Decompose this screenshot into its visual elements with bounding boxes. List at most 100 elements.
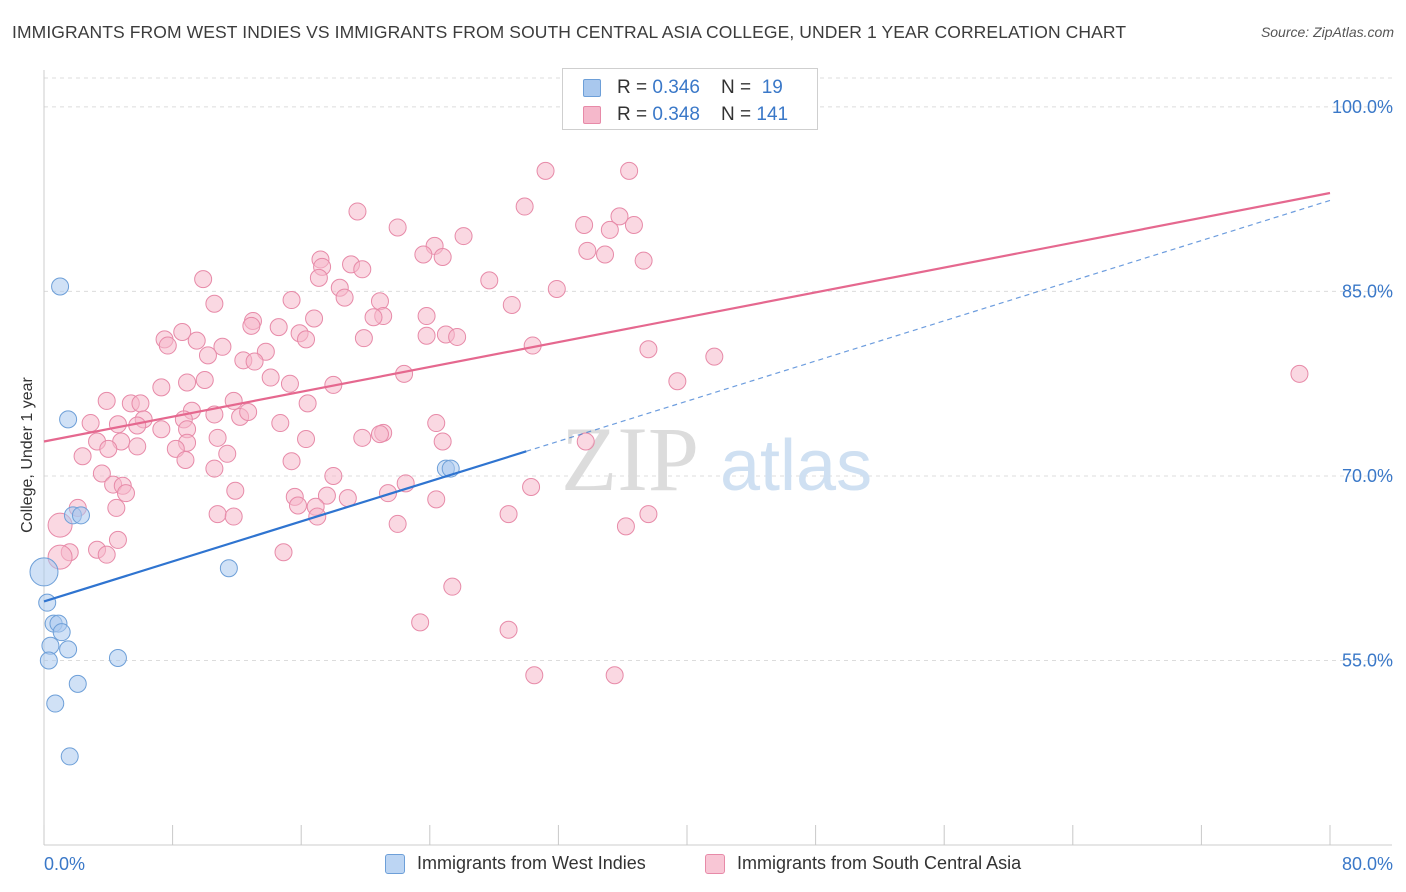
point-south-central-asia bbox=[305, 309, 324, 328]
point-west-indies bbox=[39, 651, 58, 670]
trend-line-south-central-asia bbox=[43, 191, 1331, 443]
point-south-central-asia bbox=[600, 220, 619, 239]
point-south-central-asia bbox=[1290, 364, 1309, 383]
y-tick-label: 85.0% bbox=[1342, 281, 1393, 301]
point-south-central-asia bbox=[242, 316, 261, 335]
point-south-central-asia bbox=[522, 478, 541, 497]
point-south-central-asia bbox=[388, 514, 407, 533]
point-south-central-asia bbox=[705, 347, 724, 366]
point-south-central-asia bbox=[576, 432, 595, 451]
point-south-central-asia bbox=[480, 271, 499, 290]
series-legend: Immigrants from West Indies Immigrants f… bbox=[0, 852, 1406, 878]
point-west-indies bbox=[52, 623, 71, 642]
point-south-central-asia bbox=[575, 216, 594, 234]
point-west-indies bbox=[51, 277, 70, 296]
n-label: N = bbox=[721, 104, 757, 125]
point-west-indies bbox=[59, 640, 78, 659]
point-west-indies bbox=[219, 559, 238, 578]
point-south-central-asia bbox=[297, 430, 316, 449]
watermark-zip: ZIP bbox=[561, 408, 699, 510]
x-tick-label: 80.0% bbox=[1342, 854, 1393, 874]
point-south-central-asia bbox=[668, 372, 687, 391]
point-south-central-asia bbox=[317, 486, 336, 505]
point-west-indies bbox=[46, 694, 65, 713]
point-south-central-asia bbox=[515, 197, 534, 216]
pink-swatch bbox=[583, 106, 601, 124]
point-south-central-asia bbox=[152, 378, 171, 397]
point-south-central-asia bbox=[634, 251, 653, 270]
r-label: R = bbox=[617, 77, 653, 98]
point-south-central-asia bbox=[596, 245, 615, 264]
point-south-central-asia bbox=[298, 394, 317, 413]
point-south-central-asia bbox=[427, 490, 446, 509]
y-axis-label: College, Under 1 year bbox=[19, 377, 36, 533]
legend-label: Immigrants from South Central Asia bbox=[737, 853, 1022, 873]
point-south-central-asia bbox=[324, 466, 343, 485]
point-south-central-asia bbox=[448, 327, 467, 346]
point-south-central-asia bbox=[128, 437, 147, 456]
point-south-central-asia bbox=[73, 447, 92, 466]
point-south-central-asia bbox=[610, 207, 629, 226]
point-south-central-asia bbox=[388, 218, 407, 237]
point-south-central-asia bbox=[499, 620, 518, 639]
point-south-central-asia bbox=[417, 326, 436, 345]
point-south-central-asia bbox=[274, 543, 293, 562]
r-value: 0.348 bbox=[652, 104, 700, 125]
legend-label: Immigrants from West Indies bbox=[417, 853, 646, 873]
point-south-central-asia bbox=[99, 439, 118, 458]
point-south-central-asia bbox=[639, 340, 658, 359]
point-south-central-asia bbox=[152, 420, 171, 439]
series-west-indies bbox=[29, 277, 460, 766]
point-south-central-asia bbox=[108, 415, 127, 434]
point-south-central-asia bbox=[213, 337, 232, 356]
point-south-central-asia bbox=[414, 245, 433, 264]
point-south-central-asia bbox=[370, 425, 389, 444]
r-value: 0.346 bbox=[652, 77, 700, 98]
point-south-central-asia bbox=[417, 307, 436, 326]
point-south-central-asia bbox=[97, 391, 116, 410]
point-south-central-asia bbox=[97, 545, 116, 564]
point-south-central-asia bbox=[131, 394, 150, 413]
trend-lines bbox=[43, 191, 1331, 603]
point-south-central-asia bbox=[271, 414, 290, 433]
point-south-central-asia bbox=[536, 161, 555, 180]
point-south-central-asia bbox=[282, 291, 301, 310]
point-south-central-asia bbox=[224, 507, 243, 526]
point-west-indies bbox=[59, 410, 78, 429]
point-south-central-asia bbox=[370, 292, 389, 311]
point-south-central-asia bbox=[195, 371, 214, 389]
point-south-central-asia bbox=[176, 450, 195, 469]
y-tick-label: 55.0% bbox=[1342, 650, 1393, 670]
blue-swatch bbox=[385, 854, 405, 874]
n-label: N = bbox=[721, 77, 757, 98]
point-south-central-asia bbox=[107, 498, 126, 517]
point-south-central-asia bbox=[525, 666, 544, 685]
point-south-central-asia bbox=[353, 428, 372, 447]
watermark-atlas: atlas bbox=[720, 426, 872, 506]
point-south-central-asia bbox=[639, 505, 658, 524]
point-south-central-asia bbox=[309, 268, 328, 287]
r-label: R = bbox=[617, 104, 653, 125]
point-south-central-asia bbox=[239, 402, 258, 421]
point-south-central-asia bbox=[187, 331, 206, 350]
pink-swatch bbox=[705, 854, 725, 874]
point-south-central-asia bbox=[443, 577, 462, 596]
point-south-central-asia bbox=[547, 279, 566, 298]
point-south-central-asia bbox=[116, 484, 135, 503]
point-south-central-asia bbox=[433, 432, 452, 451]
point-south-central-asia bbox=[205, 459, 224, 478]
source-label: Source: ZipAtlas.com bbox=[1260, 24, 1394, 40]
point-south-central-asia bbox=[218, 444, 237, 463]
point-south-central-asia bbox=[624, 216, 643, 234]
point-south-central-asia bbox=[616, 517, 635, 536]
point-west-indies bbox=[60, 747, 79, 766]
watermark: ZIP atlas bbox=[561, 408, 872, 510]
n-value: 141 bbox=[756, 104, 789, 125]
point-south-central-asia bbox=[81, 414, 100, 433]
point-south-central-asia bbox=[208, 505, 227, 524]
grid-lines bbox=[44, 77, 1392, 661]
point-south-central-asia bbox=[194, 270, 213, 289]
point-south-central-asia bbox=[208, 428, 227, 447]
point-south-central-asia bbox=[411, 613, 430, 632]
point-south-central-asia bbox=[173, 323, 192, 342]
